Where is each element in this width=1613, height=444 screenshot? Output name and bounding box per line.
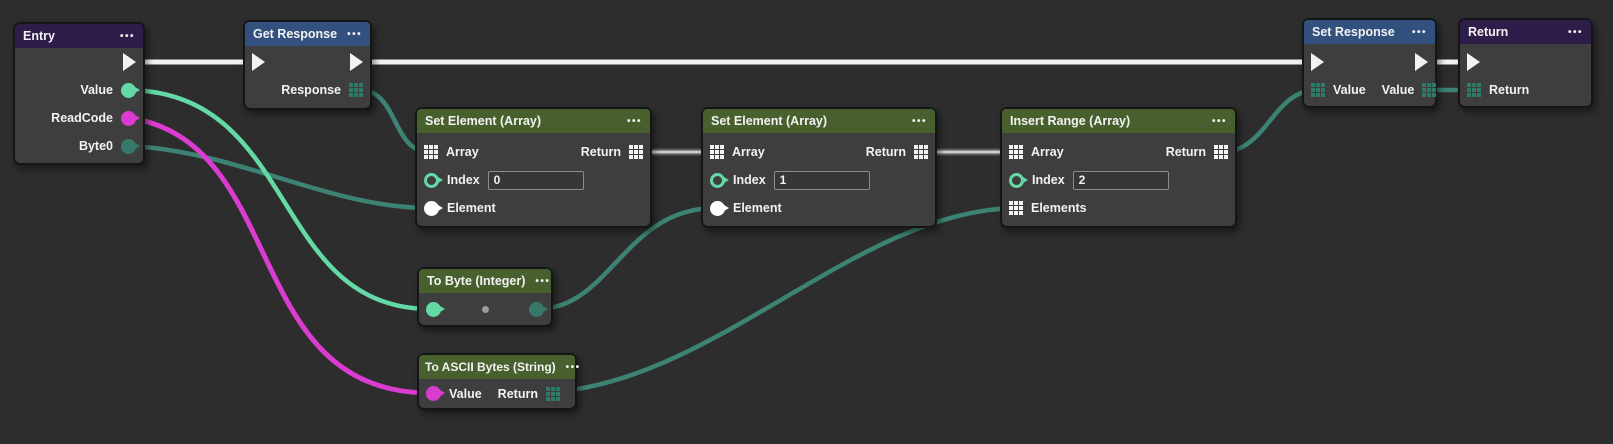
node-set-element-2-header[interactable]: Set Element (Array) ••• <box>703 109 935 133</box>
node-set-response-header[interactable]: Set Response ••• <box>1304 20 1435 44</box>
node-set-element-1-header[interactable]: Set Element (Array) ••• <box>417 109 650 133</box>
dot-icon <box>481 305 489 313</box>
value-in-port[interactable] <box>426 386 445 401</box>
exec-out-port[interactable] <box>350 53 363 71</box>
node-to-ascii-bytes[interactable]: To ASCII Bytes (String) ••• Value Return <box>417 353 579 410</box>
wire-readcode-to-ascii-value[interactable] <box>128 115 434 396</box>
response-out-port[interactable] <box>349 83 363 97</box>
return-out-port[interactable] <box>1214 145 1228 159</box>
port-label: Element <box>733 201 782 215</box>
port-label: Return <box>1489 83 1530 97</box>
node-title: Return <box>1468 25 1509 39</box>
node-title: To Byte (Integer) <box>427 274 526 288</box>
exec-in-port[interactable] <box>1467 53 1480 71</box>
port-label: Index <box>1032 173 1065 187</box>
node-title: Insert Range (Array) <box>1010 114 1131 128</box>
value-out-port[interactable] <box>1422 83 1437 97</box>
node-title: To ASCII Bytes (String) <box>425 360 556 374</box>
menu-icon[interactable]: ••• <box>535 275 551 287</box>
node-get-response-header[interactable]: Get Response ••• <box>245 22 370 46</box>
node-get-response[interactable]: Get Response ••• Response <box>243 20 372 110</box>
index-input[interactable] <box>487 170 584 190</box>
node-title: Entry <box>23 29 55 43</box>
port-label: Array <box>446 145 479 159</box>
array-in-port[interactable] <box>710 145 724 159</box>
node-to-byte-header[interactable]: To Byte (Integer) ••• <box>419 269 551 293</box>
port-label: Element <box>447 201 496 215</box>
byte0-out-port[interactable] <box>121 138 140 154</box>
elements-in-port[interactable] <box>1009 201 1023 215</box>
node-set-element-1[interactable]: Set Element (Array) ••• Array Return Inde… <box>415 107 652 228</box>
port-label: Return <box>865 145 906 159</box>
wire-value-to-tobyte-in[interactable] <box>128 87 434 312</box>
menu-icon[interactable]: ••• <box>347 28 363 40</box>
index-in-port[interactable] <box>424 172 443 188</box>
node-entry[interactable]: Entry ••• Value ReadCode Byte0 <box>13 22 145 165</box>
menu-icon[interactable]: ••• <box>565 361 581 373</box>
port-label: Value <box>1333 83 1366 97</box>
value-in-port[interactable] <box>426 301 445 317</box>
node-set-element-2[interactable]: Set Element (Array) ••• Array Return Inde… <box>701 107 937 228</box>
node-to-byte[interactable]: To Byte (Integer) ••• <box>417 267 553 327</box>
port-label: Value <box>449 386 482 401</box>
exec-in-port[interactable] <box>1311 53 1324 71</box>
port-label: ReadCode <box>51 111 113 125</box>
port-label: Return <box>580 145 621 159</box>
node-title: Get Response <box>253 27 338 41</box>
node-entry-header[interactable]: Entry ••• <box>15 24 143 48</box>
menu-icon[interactable]: ••• <box>1567 26 1583 38</box>
port-label: Index <box>733 173 766 187</box>
exec-in-port[interactable] <box>252 53 265 71</box>
node-to-ascii-bytes-header[interactable]: To ASCII Bytes (String) ••• <box>419 355 579 379</box>
port-label: Array <box>1031 145 1064 159</box>
node-insert-range-header[interactable]: Insert Range (Array) ••• <box>1002 109 1235 133</box>
return-out-port[interactable] <box>914 145 928 159</box>
menu-icon[interactable]: ••• <box>626 115 642 127</box>
port-label: Return <box>497 386 538 401</box>
wire-ascii-return-to-elements[interactable] <box>532 205 1017 396</box>
node-title: Set Element (Array) <box>425 114 542 128</box>
element-in-port[interactable] <box>424 200 443 216</box>
node-return[interactable]: Return ••• Return <box>1458 18 1593 108</box>
exec-out-port[interactable] <box>123 53 136 71</box>
return-out-port[interactable] <box>545 386 560 401</box>
node-title: Set Response <box>1312 25 1395 39</box>
menu-icon[interactable]: ••• <box>911 115 927 127</box>
return-out-port[interactable] <box>629 145 643 159</box>
node-set-response[interactable]: Set Response ••• Value Value <box>1302 18 1437 108</box>
array-in-port[interactable] <box>1009 145 1023 159</box>
menu-icon[interactable]: ••• <box>1411 26 1427 38</box>
value-out-port[interactable] <box>121 82 140 98</box>
index-input[interactable] <box>773 170 870 190</box>
port-label: Value <box>80 83 113 97</box>
byte-out-port[interactable] <box>529 301 548 317</box>
menu-icon[interactable]: ••• <box>1211 115 1227 127</box>
port-label: Index <box>447 173 480 187</box>
index-input[interactable] <box>1072 170 1169 190</box>
menu-icon[interactable]: ••• <box>119 30 135 42</box>
wire-tobyte-out-to-element2[interactable] <box>535 205 718 312</box>
node-return-header[interactable]: Return ••• <box>1460 20 1591 44</box>
element-in-port[interactable] <box>710 200 729 216</box>
port-label: Byte0 <box>78 139 113 153</box>
port-label: Array <box>732 145 765 159</box>
port-label: Elements <box>1031 201 1087 215</box>
return-in-port[interactable] <box>1467 83 1481 97</box>
index-in-port[interactable] <box>1009 172 1028 188</box>
port-label: Response <box>281 83 341 97</box>
port-label: Return <box>1165 145 1206 159</box>
node-insert-range[interactable]: Insert Range (Array) ••• Array Return Ind… <box>1000 107 1237 228</box>
exec-out-port[interactable] <box>1415 53 1428 71</box>
readcode-out-port[interactable] <box>121 110 140 126</box>
array-in-port[interactable] <box>424 145 438 159</box>
port-label: Value <box>1381 83 1415 97</box>
value-in-port[interactable] <box>1311 83 1325 97</box>
wire-byte0-to-element1[interactable] <box>128 143 432 211</box>
node-title: Set Element (Array) <box>711 114 828 128</box>
index-in-port[interactable] <box>710 172 729 188</box>
